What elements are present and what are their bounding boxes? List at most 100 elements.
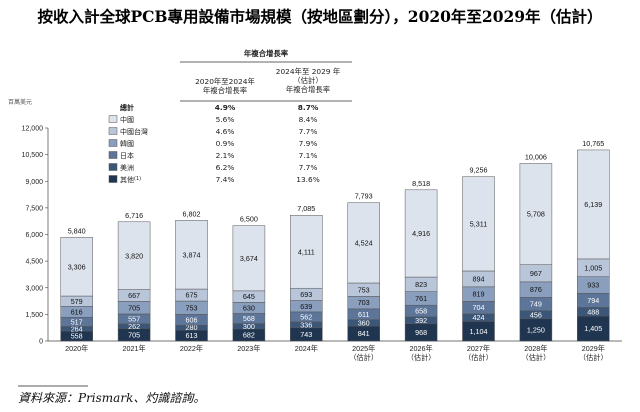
cagr-value-2024-2029: 7.9% (299, 139, 318, 148)
legend-swatch (108, 139, 118, 147)
segment-label: 392 (415, 316, 427, 325)
chart-title: 按收入計全球PCB專用設備市場規模（按地區劃分），2020年至2029年（估計） (37, 7, 602, 26)
legend-name: 中國 (120, 115, 134, 124)
legend-row: 中國台灣 4.6% 7.7% (108, 127, 318, 136)
segment-label: 705 (128, 330, 140, 339)
legend-swatch (108, 175, 118, 183)
segment-label: 1,104 (470, 327, 488, 336)
segment-label: 4,524 (355, 238, 373, 247)
legend-row: 韓國 0.9% 7.9% (108, 139, 318, 148)
y-tick-label: 0 (39, 339, 43, 346)
x-tick-sublabel: （估計） (579, 353, 608, 362)
segment-label: 705 (128, 303, 140, 312)
source-note: 資料來源：Prismark、灼識諮詢。 (18, 391, 205, 405)
segment-label: 968 (415, 328, 427, 337)
cagr-value-2024-2029: 13.6% (296, 175, 319, 184)
x-tick-label: 2027年 (467, 344, 490, 353)
bar-segment (347, 202, 380, 284)
unit-label: 百萬美元 (8, 98, 32, 106)
segment-label: 280 (186, 323, 198, 332)
cagr-col1-header: 2020年至2024年 (195, 77, 255, 86)
bar-segment (232, 225, 266, 292)
cagr-value-2020-2024: 5.6% (216, 115, 235, 124)
legend-name: 中國台灣 (120, 127, 148, 136)
segment-label: 841 (358, 329, 370, 338)
segment-label: 6,139 (584, 200, 602, 209)
x-tick-sublabel: （估計） (407, 353, 436, 362)
segment-label: 517 (71, 317, 83, 326)
segment-label: 749 (530, 300, 542, 309)
segment-label: 667 (128, 291, 140, 300)
segment-label: 3,874 (183, 250, 201, 259)
y-tick-label: 4,500 (25, 259, 43, 266)
cagr-col2-header: （估計） (293, 76, 323, 85)
segment-label: 568 (243, 314, 255, 323)
x-tick-label: 2022年 (180, 344, 203, 353)
segment-label: 3,306 (68, 262, 86, 271)
y-tick-label: 1,500 (25, 312, 43, 319)
bar-segment (519, 163, 553, 265)
segment-label: 5,708 (527, 210, 545, 219)
x-tick-sublabel: （估計） (522, 353, 551, 362)
segment-label: 645 (243, 292, 255, 301)
legend-row: 其他(1) 7.4% 13.6% (108, 175, 320, 184)
segment-label: 336 (300, 320, 312, 329)
cagr-value-2020-2024: 0.9% (216, 139, 235, 148)
segment-label: 424 (473, 313, 485, 322)
legend-swatch (108, 127, 118, 135)
cagr-value-2024-2029: 8.4% (299, 115, 318, 124)
segment-label: 823 (415, 280, 427, 289)
bar-segment (60, 237, 93, 297)
segment-label: 5,311 (470, 219, 487, 228)
cagr-value-2024-2029: 8.7% (298, 103, 319, 112)
cagr-value-2020-2024: 4.6% (216, 127, 235, 136)
segment-label: 967 (530, 269, 542, 278)
segment-label: 704 (473, 303, 485, 312)
total-label: 8,518 (412, 179, 430, 188)
segment-label: 558 (71, 332, 83, 341)
segment-label: 761 (415, 294, 427, 303)
cagr-value-2024-2029: 7.1% (299, 151, 318, 160)
total-label: 6,716 (125, 211, 143, 220)
segment-label: 743 (300, 330, 312, 339)
total-label: 6,802 (183, 209, 201, 218)
cagr-value-2024-2029: 7.7% (299, 163, 318, 172)
segment-label: 613 (186, 331, 198, 340)
legend-row: 美洲 6.2% 7.7% (108, 163, 318, 172)
stacked-bars: 5582645176165793,3065,8402020年7052625577… (60, 139, 610, 362)
legend-name: 美洲 (120, 163, 134, 172)
legend-name: 韓國 (120, 139, 134, 148)
bar-segment (462, 176, 495, 272)
x-tick-label: 2028年 (524, 344, 547, 353)
segment-label: 639 (300, 302, 312, 311)
segment-label: 753 (186, 303, 198, 312)
cagr-header: 年複合增長率 (244, 49, 289, 58)
x-tick-label: 2020年 (65, 344, 88, 353)
segment-label: 300 (243, 322, 255, 331)
segment-label: 262 (128, 322, 140, 331)
segment-label: 606 (186, 315, 198, 324)
total-label: 6,500 (240, 215, 258, 224)
segment-label: 3,820 (125, 251, 143, 260)
segment-label: 557 (128, 314, 140, 323)
y-tick-label: 10,500 (22, 152, 44, 159)
cagr-value-2024-2029: 7.7% (299, 127, 318, 136)
legend-name: 總計 (120, 103, 134, 112)
segment-label: 360 (358, 318, 370, 327)
x-tick-label: 2023年 (237, 344, 260, 353)
x-tick-label: 2024年 (295, 344, 318, 353)
segment-label: 675 (186, 291, 198, 300)
segment-label: 1,005 (584, 263, 602, 272)
total-label: 7,793 (355, 192, 373, 201)
cagr-col1-header: 年複合增長率 (203, 86, 248, 95)
total-label: 7,085 (297, 204, 315, 213)
legend-swatch (108, 163, 118, 171)
